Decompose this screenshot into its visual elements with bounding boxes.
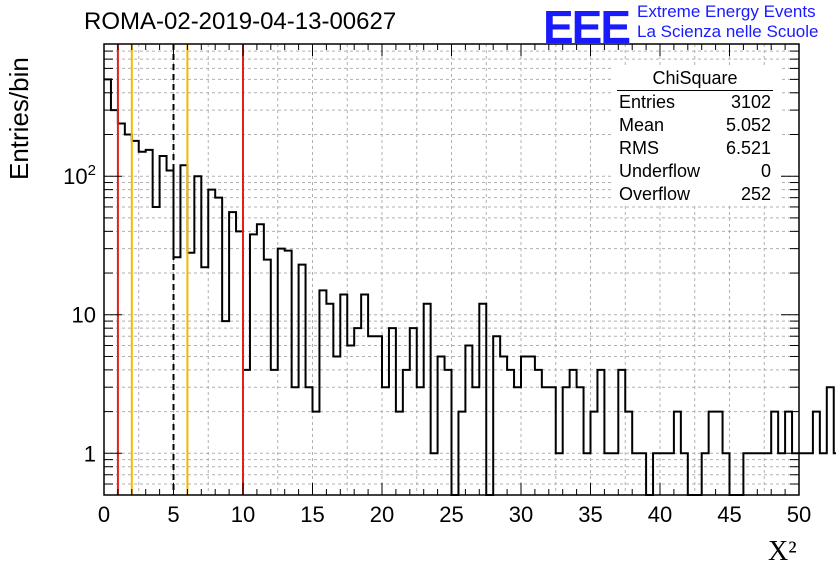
x-tick-label: 10: [231, 502, 255, 527]
org-name-line2: La Scienza nelle Scuole: [637, 22, 819, 41]
stats-value: 3102: [730, 92, 771, 112]
stats-value: 6.521: [725, 138, 771, 158]
stats-value: 252: [740, 184, 771, 204]
stats-value: 0: [760, 161, 771, 181]
x-tick-label: 50: [787, 502, 811, 527]
x-tick-label: 0: [98, 502, 110, 527]
stats-box: ChiSquare Entries 3102 Mean 5.052 RMS 6.521…: [611, 67, 779, 206]
stats-row-entries: Entries 3102: [611, 91, 779, 114]
x-axis-label: X²: [768, 536, 797, 567]
x-tick-label: 25: [439, 502, 463, 527]
histogram-series: [104, 78, 836, 496]
stats-box-title: ChiSquare: [617, 67, 773, 91]
chart-title: ROMA-02-2019-04-13-00627: [84, 8, 397, 35]
x-tick-label: 20: [370, 502, 394, 527]
stats-row-overflow: Overflow 252: [611, 183, 779, 206]
stats-label: Overflow: [619, 184, 691, 204]
y-tick-label: 102: [63, 162, 96, 189]
org-name-line1: Extreme Energy Events: [637, 2, 816, 21]
stats-row-underflow: Underflow 0: [611, 160, 779, 183]
stats-row-mean: Mean 5.052: [611, 114, 779, 137]
x-tick-label: 15: [300, 502, 324, 527]
x-tick-label: 30: [509, 502, 533, 527]
x-tick-label: 40: [648, 502, 672, 527]
x-tick-label: 45: [717, 502, 741, 527]
stats-row-rms: RMS 6.521: [611, 137, 779, 160]
y-axis-label: Entries/bin: [4, 57, 34, 180]
x-tick-label: 5: [167, 502, 179, 527]
stats-label: Underflow: [619, 161, 701, 181]
x-tick-label: 35: [578, 502, 602, 527]
y-tick-label: 1: [84, 441, 96, 466]
stats-label: Mean: [619, 115, 665, 135]
stats-label: Entries: [619, 92, 676, 112]
stats-label: RMS: [619, 138, 659, 158]
eee-logo: EEE: [543, 1, 631, 53]
stats-value: 5.052: [725, 115, 771, 135]
y-tick-label: 10: [72, 303, 96, 328]
